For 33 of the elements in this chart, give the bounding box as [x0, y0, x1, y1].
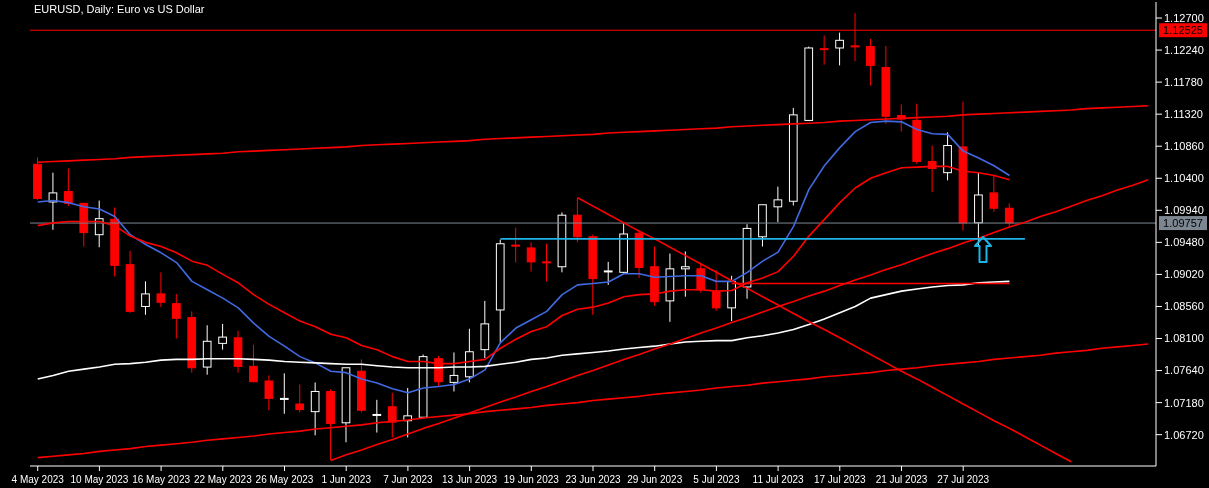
y-tick-label: 1.06720 [1164, 428, 1204, 441]
y-tick-label: 1.11780 [1164, 76, 1203, 89]
y-tick-label: 1.12240 [1164, 43, 1204, 56]
x-tick-label: 22 May 2023 [193, 474, 253, 485]
x-tick-label: 26 May 2023 [255, 474, 314, 485]
x-tick-label: 13 Jun 2023 [442, 474, 498, 485]
y-tick-label: 1.09020 [1164, 268, 1204, 281]
y-tick-label: 1.08560 [1164, 300, 1204, 313]
y-tick-label: 1.07180 [1164, 396, 1204, 409]
x-tick-label: 23 Jun 2023 [565, 474, 621, 485]
x-tick-label: 21 Jul 2023 [875, 474, 928, 485]
ref-line-label: 1.12525 [1163, 24, 1203, 37]
y-tick-label: 1.10400 [1164, 172, 1204, 185]
x-tick-label: 11 Jul 2023 [752, 474, 805, 485]
x-tick-label: 27 Jul 2023 [937, 474, 990, 485]
x-tick-label: 17 Jul 2023 [813, 474, 867, 485]
y-tick-label: 1.09940 [1164, 204, 1204, 217]
x-tick-label: 16 May 2023 [132, 474, 191, 485]
y-tick-label: 1.08100 [1164, 332, 1204, 345]
x-tick-label: 19 Jun 2023 [503, 474, 560, 485]
x-tick-label: 4 May 2023 [11, 474, 65, 485]
y-tick-label: 1.10860 [1164, 140, 1204, 153]
x-tick-label: 7 Jun 2023 [383, 474, 434, 485]
x-tick-label: 1 Jun 2023 [321, 474, 372, 485]
y-tick-label: 1.07640 [1164, 364, 1204, 377]
x-tick-label: 5 Jul 2023 [693, 474, 740, 485]
x-tick-label: 29 Jun 2023 [627, 474, 683, 485]
y-tick-label: 1.12700 [1164, 11, 1204, 24]
x-tick-label: 10 May 2023 [70, 474, 129, 485]
y-tick-label: 1.09480 [1164, 236, 1204, 249]
ref-line-label: 1.09757 [1163, 217, 1203, 230]
y-tick-label: 1.11320 [1164, 108, 1203, 121]
chart-title: EURUSD, Daily: Euro vs US Dollar [34, 3, 205, 15]
